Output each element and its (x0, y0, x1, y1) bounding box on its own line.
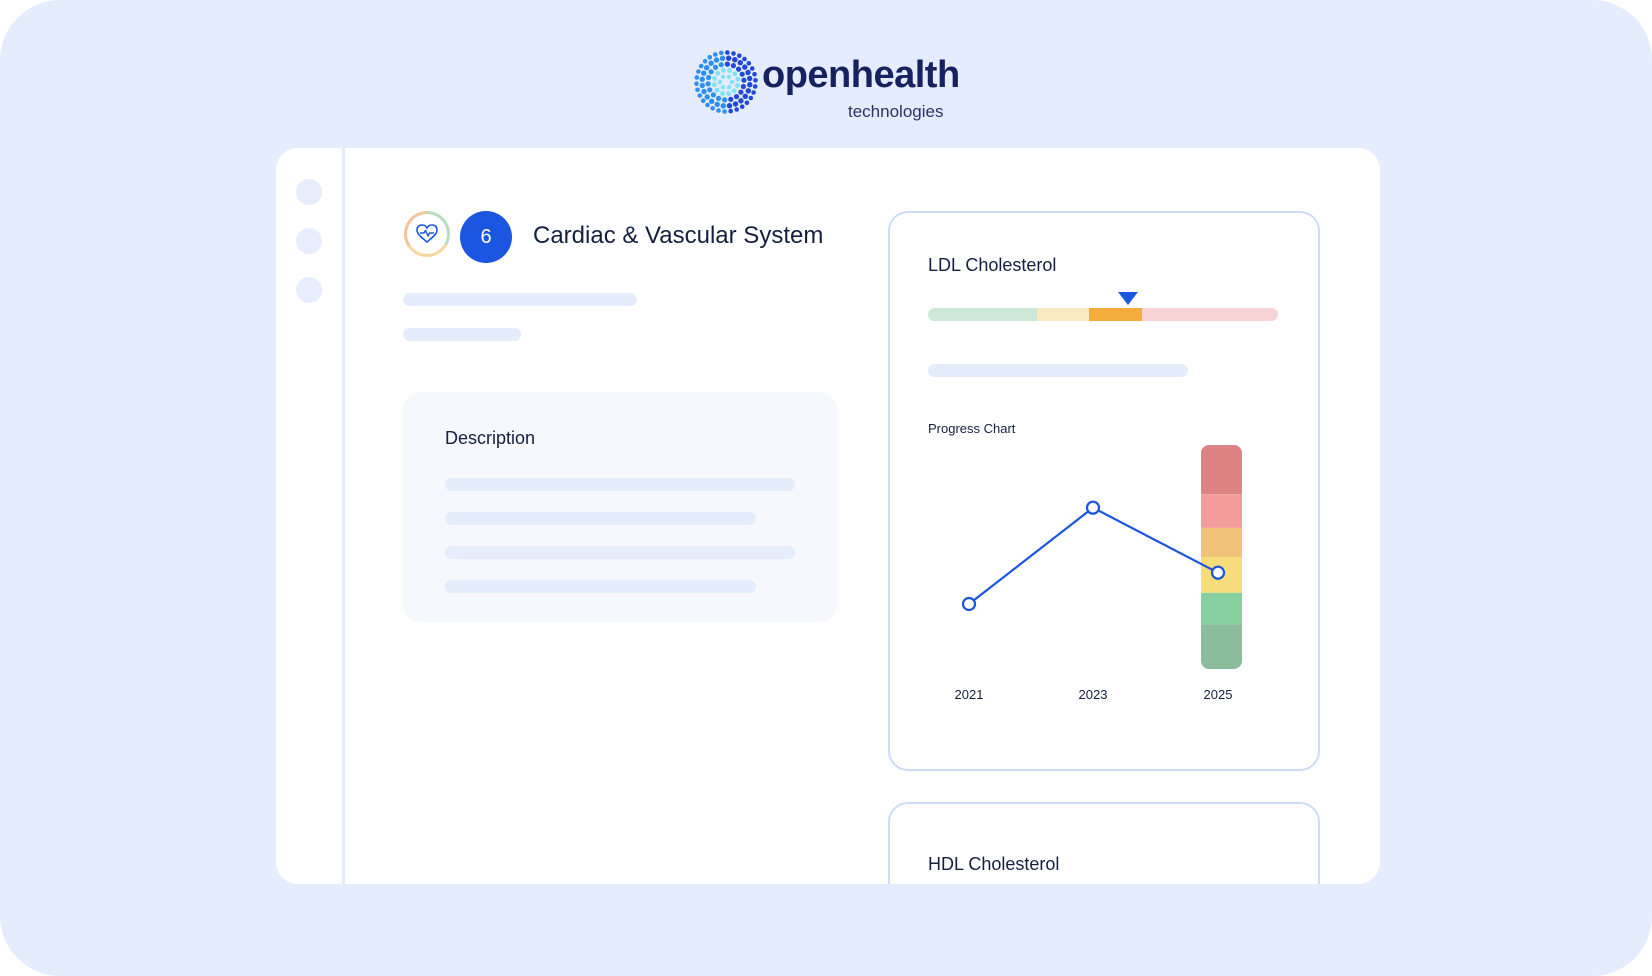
risk-scale-segment (1201, 494, 1242, 528)
description-title: Description (445, 428, 536, 448)
placeholder-line (445, 512, 756, 525)
brand-name: openhealth (762, 54, 960, 96)
series-line (968, 506, 1219, 605)
description-card: Description (403, 392, 837, 622)
placeholder-line (445, 580, 756, 593)
risk-scale-segment (1201, 624, 1242, 669)
risk-scale-bar (1201, 445, 1242, 669)
range-segment (1036, 308, 1089, 321)
risk-scale-segment (1201, 445, 1242, 495)
sidebar-item[interactable] (296, 228, 322, 254)
placeholder-line (928, 364, 1188, 377)
page-title: Cardiac & Vascular System (533, 222, 824, 249)
range-marker-icon (1118, 292, 1138, 305)
sidebar-item[interactable] (296, 179, 322, 205)
x-tick-label: 2021 (955, 687, 984, 702)
heart-pulse-icon (404, 211, 450, 257)
range-segment (1141, 308, 1278, 321)
range-segment (1089, 308, 1142, 321)
ldl-title: LDL Cholesterol (928, 255, 1057, 275)
openhealth-logo-icon (694, 50, 758, 114)
placeholder-line (403, 293, 637, 306)
chart-title: Progress Chart (928, 421, 1016, 436)
placeholder-line (403, 328, 521, 341)
sidebar (276, 148, 345, 884)
progress-chart: 2021 2023 2025 (955, 445, 1242, 702)
hdl-title: HDL Cholesterol (928, 854, 1060, 874)
brand-subtitle: technologies (848, 102, 944, 121)
count-badge: 6 (460, 211, 512, 263)
placeholder-line (445, 546, 795, 559)
x-tick-label: 2023 (1079, 687, 1108, 702)
data-point[interactable] (1085, 500, 1101, 515)
data-point[interactable] (1210, 565, 1226, 580)
ldl-cholesterol-card[interactable]: LDL Cholesterol Progress Chart 2021 2023 2… (888, 211, 1320, 771)
range-bar (928, 308, 1278, 321)
sidebar-item[interactable] (296, 277, 322, 303)
risk-scale-segment (1201, 527, 1242, 557)
placeholder-line (445, 478, 795, 491)
data-point[interactable] (961, 596, 977, 612)
range-segment (928, 308, 1037, 321)
app-window: 6 Cardiac & Vascular System Description … (276, 148, 1380, 884)
hdl-cholesterol-card[interactable]: HDL Cholesterol (888, 802, 1320, 884)
x-tick-label: 2025 (1204, 687, 1233, 702)
risk-scale-segment (1201, 592, 1242, 625)
